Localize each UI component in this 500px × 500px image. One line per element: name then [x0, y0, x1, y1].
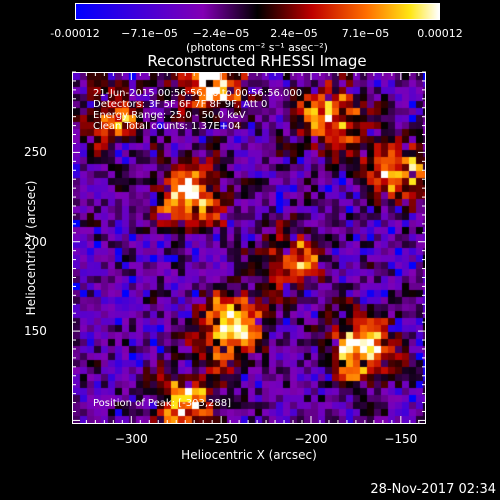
x-tick-label: −200 — [294, 432, 328, 446]
plot-area: 21-Jun-2015 00:56:56.00 to 00:56:56.000 … — [72, 72, 426, 424]
colorbar-tick-label: 0.00012 — [417, 27, 463, 40]
timestamp-footer: 28-Nov-2017 02:34 — [370, 482, 496, 497]
chart-title: Reconstructed RHESSI Image — [147, 52, 367, 70]
colorbar-tick-label: −2.4e−05 — [192, 27, 250, 40]
y-tick-label: 250 — [24, 145, 47, 160]
y-axis-label: Heliocentric Y (arcsec) — [24, 180, 38, 316]
annotation-counts: Clean Total counts: 1.37E+04 — [93, 121, 241, 132]
annotation-detectors: Detectors: 3F 5F 6F 7F 8F 9F, Att 0 — [93, 99, 268, 110]
x-tick-label: −250 — [204, 432, 238, 446]
colorbar-unit: (photons cm⁻² s⁻¹ asec⁻²) — [186, 41, 328, 54]
annotation-peak: Position of Peak: [-303,288] — [93, 398, 231, 409]
annotation-energy: Energy Range: 25.0 - 50.0 keV — [93, 110, 246, 121]
x-tick-label: −150 — [384, 432, 418, 446]
x-axis-label: Heliocentric X (arcsec) — [181, 448, 317, 462]
colorbar — [75, 3, 440, 20]
colorbar-tick-label: −7.1e−05 — [121, 27, 178, 40]
y-tick-label: 150 — [24, 324, 47, 339]
heatmap-image — [73, 73, 425, 423]
colorbar-tick-label: 2.4e−05 — [270, 27, 318, 40]
annotation-time: 21-Jun-2015 00:56:56.00 to 00:56:56.000 — [93, 88, 303, 99]
colorbar-tick-label: 7.1e−05 — [341, 27, 390, 40]
y-tick-label: 200 — [24, 234, 47, 249]
colorbar-tick-label: -0.00012 — [50, 27, 100, 40]
x-tick-label: −300 — [114, 432, 148, 446]
